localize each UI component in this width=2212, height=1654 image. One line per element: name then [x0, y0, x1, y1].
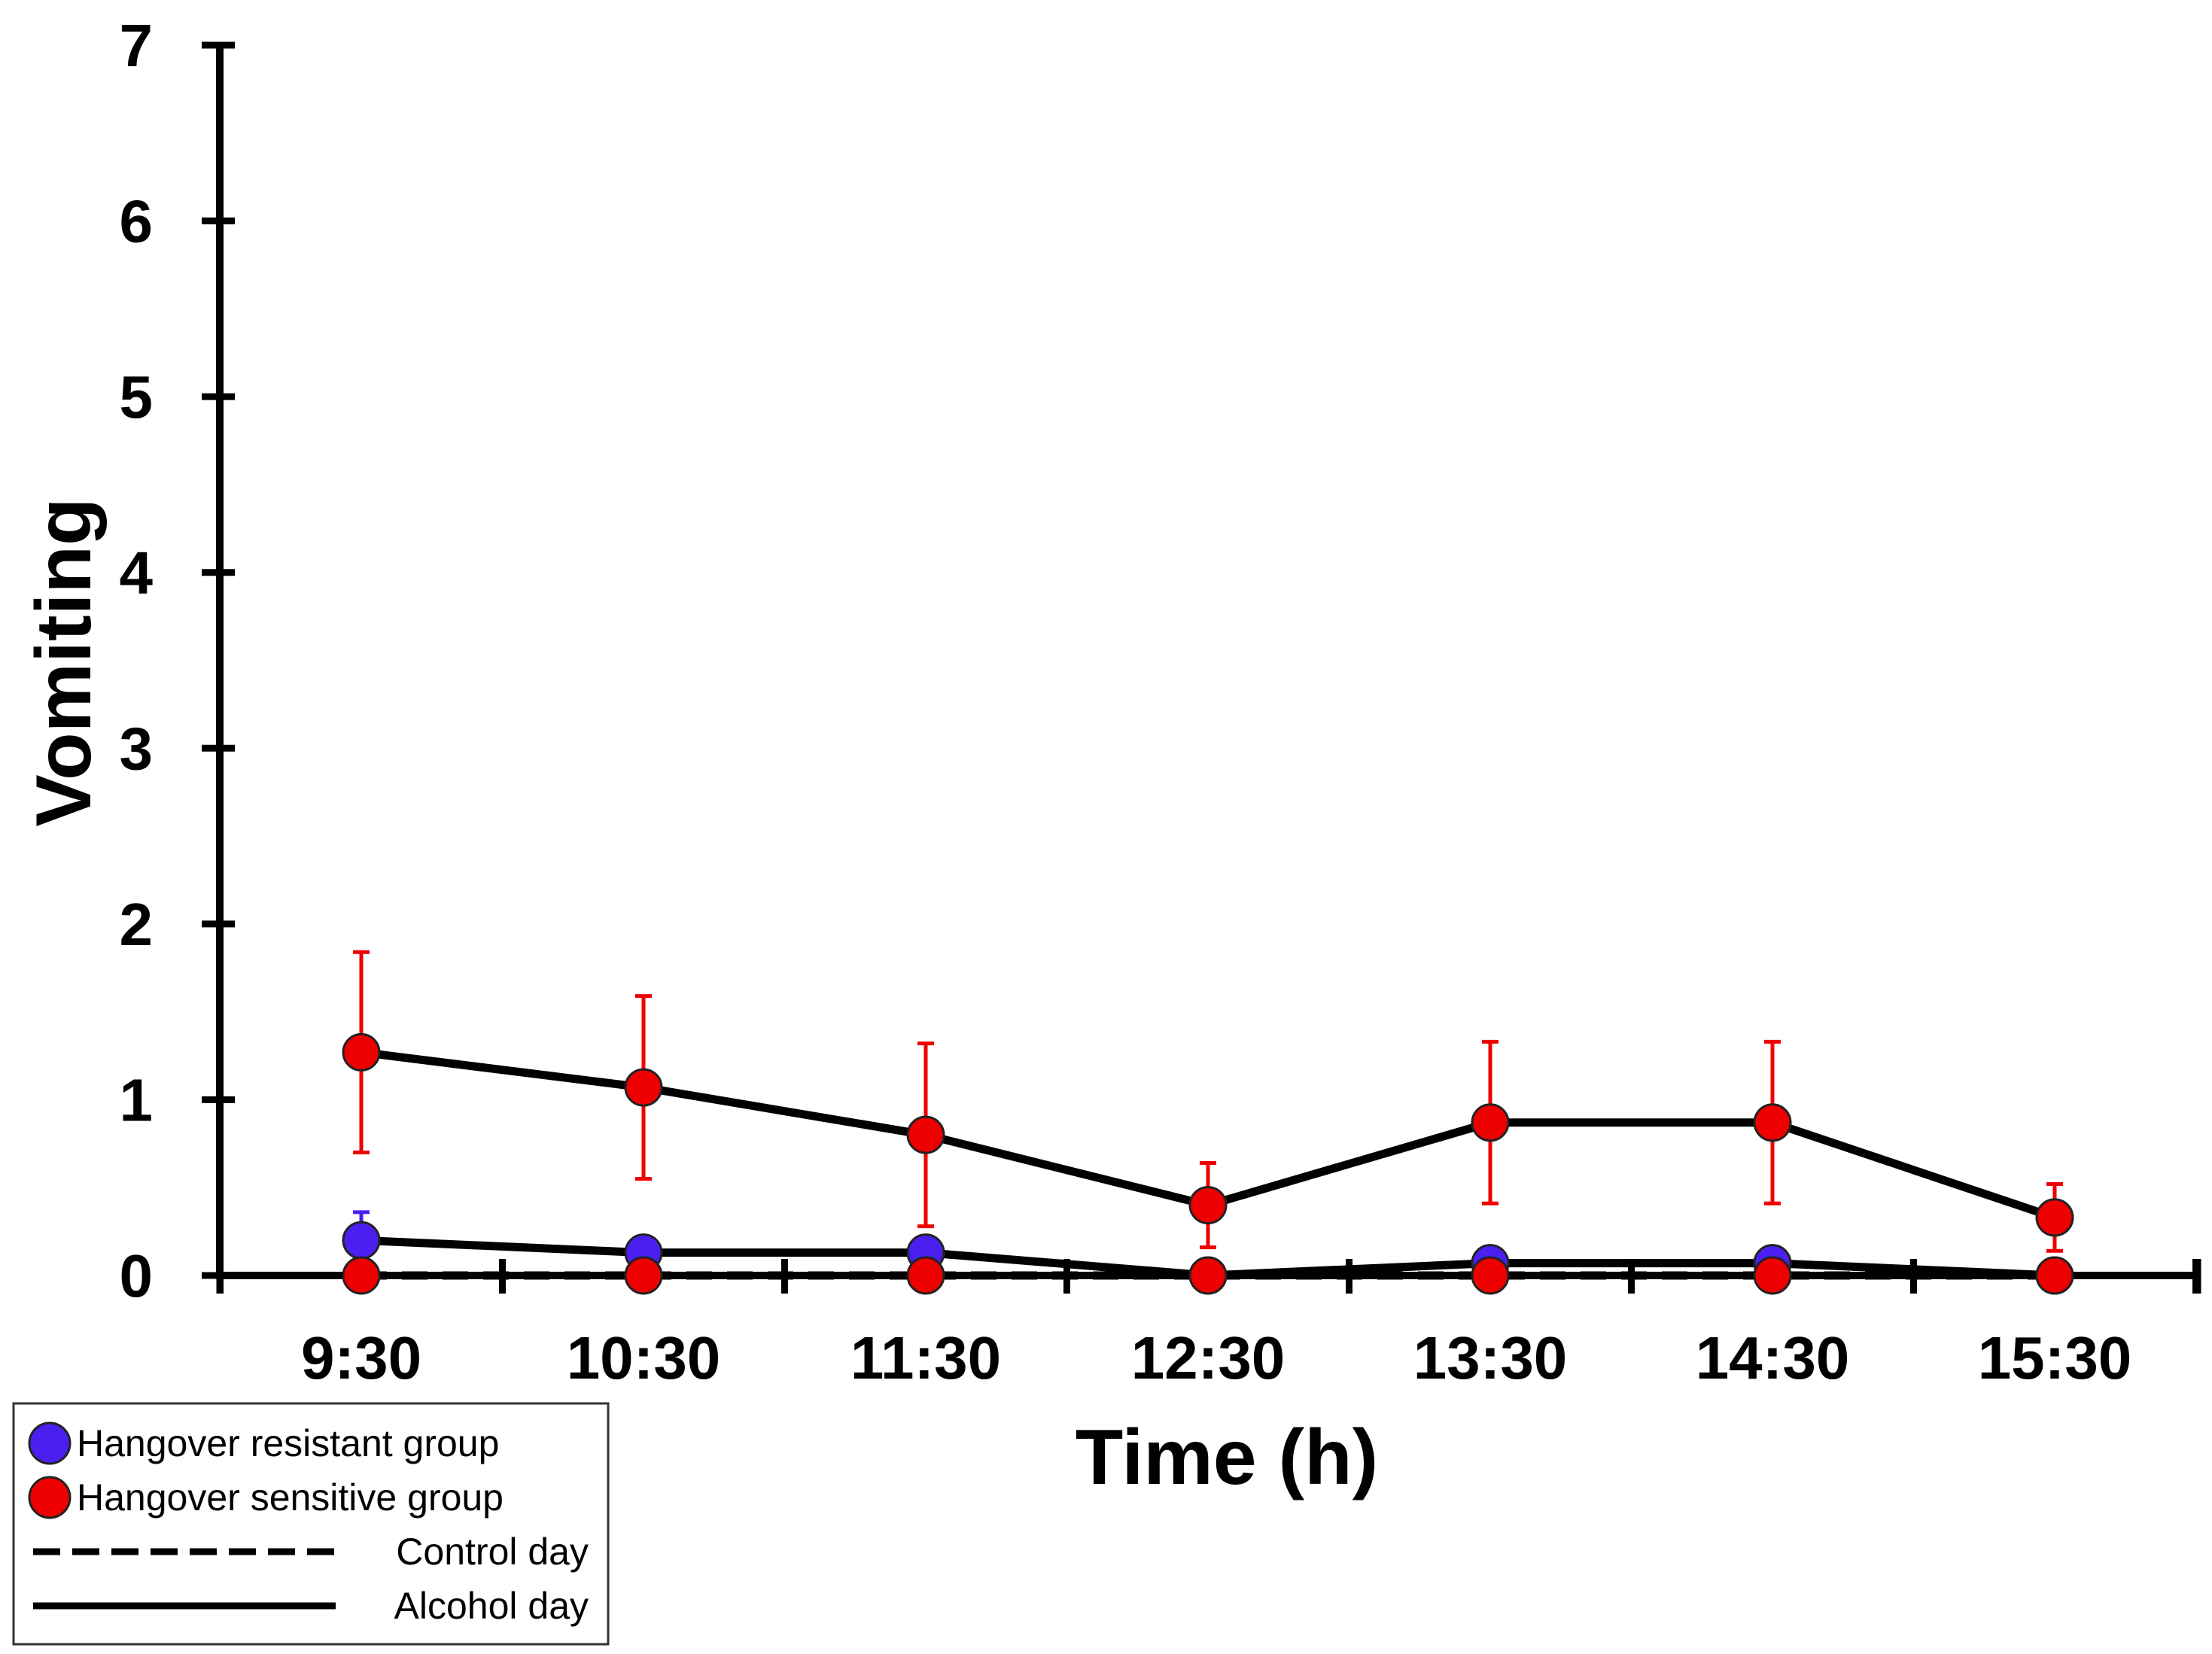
legend: Hangover resistant group Hangover sensiti…: [12, 1402, 610, 1646]
y-tick-label: 1: [120, 1066, 154, 1133]
y-tick-label: 2: [120, 891, 154, 958]
data-point-4: [1188, 1256, 1228, 1295]
x-tick-label: 12:30: [1131, 1324, 1286, 1391]
data-point-4: [1471, 1256, 1510, 1295]
legend-marker: [28, 1421, 72, 1465]
x-tick-label: 15:30: [1978, 1324, 2132, 1391]
legend-marker: [28, 1476, 72, 1519]
legend-label: Hangover sensitive group: [77, 1476, 504, 1519]
x-tick-label: 11:30: [850, 1324, 1001, 1391]
y-tick-label: 4: [120, 540, 154, 607]
y-tick-label: 5: [120, 363, 154, 430]
data-point-4: [624, 1256, 663, 1295]
data-point-2: [342, 1032, 381, 1072]
data-point-1: [342, 1221, 381, 1260]
y-tick-label: 6: [120, 188, 154, 255]
x-axis-title: Time (h): [1076, 1414, 1379, 1501]
y-axis-title: Vomiting: [20, 497, 108, 826]
legend-label: Alcohol day: [394, 1585, 589, 1627]
plot-area: 0 1 2 3 4 5 6 7 9:30 10:30 11:30 12:30 13:30 14:30 15:…: [120, 12, 2201, 1391]
data-point-4: [1753, 1256, 1792, 1295]
data-point-2: [1753, 1103, 1792, 1142]
y-tick-label: 3: [120, 715, 154, 782]
y-tick-label: 0: [120, 1242, 154, 1309]
data-point-2: [624, 1068, 663, 1107]
data-point-2: [1471, 1103, 1510, 1142]
y-tick-label: 7: [120, 12, 154, 79]
data-point-2: [906, 1115, 945, 1154]
legend-label: Control day: [396, 1531, 589, 1573]
x-tick-label: 10:30: [567, 1324, 721, 1391]
data-point-2: [1188, 1186, 1228, 1225]
x-tick-label: 9:30: [301, 1324, 421, 1391]
data-point-2: [2035, 1198, 2074, 1237]
data-point-4: [342, 1256, 381, 1295]
x-tick-label: 13:30: [1413, 1324, 1568, 1391]
legend-label: Hangover resistant group: [77, 1422, 499, 1464]
data-point-4: [2035, 1256, 2074, 1295]
data-point-4: [906, 1256, 945, 1295]
x-tick-label: 14:30: [1696, 1324, 1850, 1391]
